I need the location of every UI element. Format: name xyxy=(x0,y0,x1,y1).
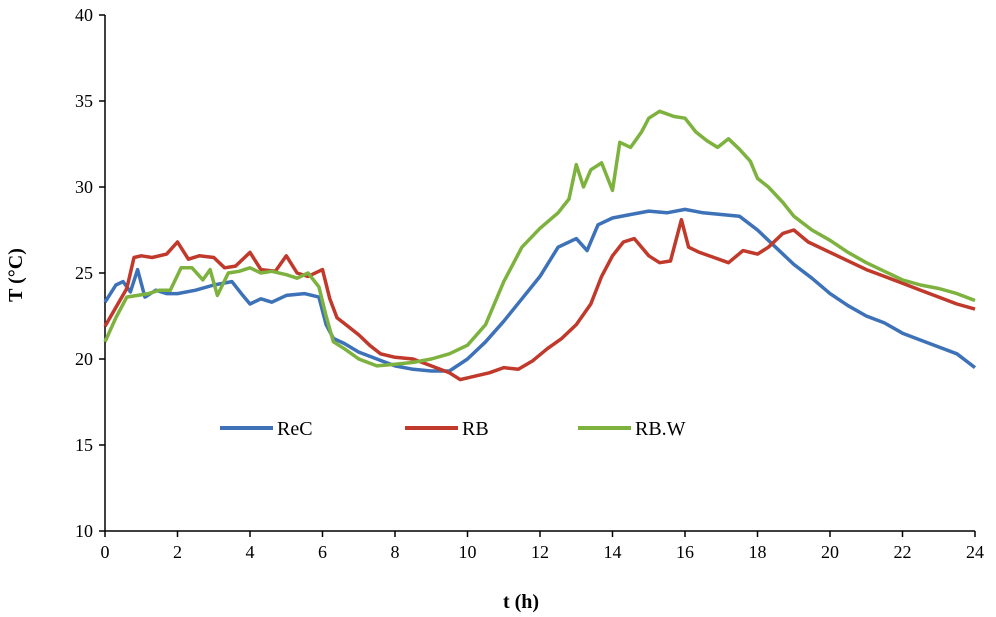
x-tick-label: 14 xyxy=(604,542,622,562)
x-axis: 0 2 4 6 8 10 12 14 16 18 20 22 24 xyxy=(101,530,984,562)
y-axis-title: T (°C) xyxy=(5,248,27,302)
x-tick-label: 6 xyxy=(318,542,327,562)
y-axis: 10 15 20 25 30 35 40 xyxy=(75,5,106,541)
y-tick-label: 35 xyxy=(75,91,93,111)
legend-item-rec: ReC xyxy=(220,418,313,440)
y-tick-label: 25 xyxy=(75,263,93,283)
legend-label-rec: ReC xyxy=(277,418,313,440)
x-tick-label: 18 xyxy=(749,542,767,562)
series-lines xyxy=(103,109,977,382)
x-tick-label: 16 xyxy=(676,542,694,562)
y-tick-label: 15 xyxy=(75,435,93,455)
y-tick-label: 20 xyxy=(75,349,93,369)
series-line-rec xyxy=(103,207,977,373)
x-tick-label: 8 xyxy=(391,542,400,562)
y-tick-label: 30 xyxy=(75,177,93,197)
x-tick-label: 2 xyxy=(173,542,182,562)
y-tick-label: 40 xyxy=(75,5,93,25)
legend-item-rb: RB xyxy=(405,418,489,440)
x-tick-label: 24 xyxy=(966,542,984,562)
x-tick-label: 4 xyxy=(246,542,255,562)
y-tick-label: 10 xyxy=(75,521,93,541)
x-axis-ticks: 0 2 4 6 8 10 12 14 16 18 20 22 24 xyxy=(101,531,984,562)
legend-label-rbw: RB.W xyxy=(635,418,686,440)
y-axis-ticks: 10 15 20 25 30 35 40 xyxy=(75,5,105,541)
legend-label-rb: RB xyxy=(462,418,489,440)
x-tick-label: 22 xyxy=(894,542,912,562)
x-tick-label: 20 xyxy=(821,542,839,562)
legend-item-rbw: RB.W xyxy=(578,418,686,440)
legend: ReC RB RB.W xyxy=(220,418,686,440)
x-tick-label: 12 xyxy=(531,542,549,562)
series-line-rb xyxy=(103,217,976,382)
x-tick-label: 10 xyxy=(459,542,477,562)
x-axis-title: t (h) xyxy=(503,591,539,613)
x-tick-label: 0 xyxy=(101,542,110,562)
series-line-rbw xyxy=(103,109,976,368)
